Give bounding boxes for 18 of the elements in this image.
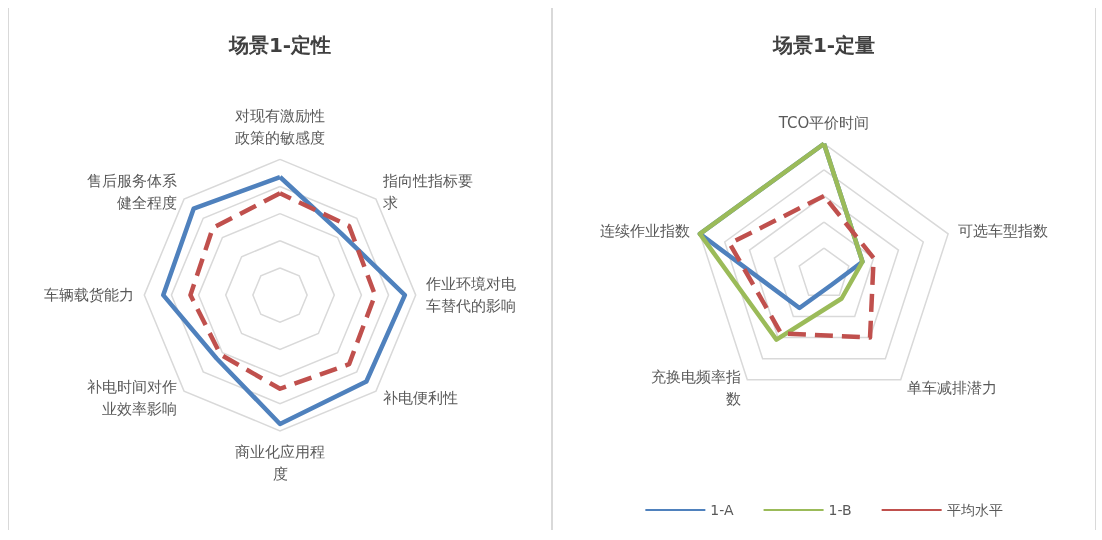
chart-title: 场景1-定性: [227, 33, 332, 57]
spoke-label: 售后服务体系健全程度: [86, 172, 177, 213]
legend-label: 1-A: [710, 502, 734, 518]
spoke-label: 指向性指标要求: [382, 172, 474, 213]
spoke-label: 商业化应用程度: [235, 442, 325, 483]
chart-title: 场景1-定量: [771, 33, 876, 57]
spoke-label: 对现有激励性政策的敏感度: [235, 107, 325, 148]
spoke-label: 连续作业指数: [600, 221, 691, 240]
spoke-label: 补电便利性: [383, 389, 459, 408]
spoke-label: 单车减排潜力: [906, 378, 997, 397]
legend-label: 1-B: [828, 502, 852, 518]
spoke-label: 车辆载货能力: [44, 286, 135, 305]
legend-label: 平均水平: [946, 502, 1003, 518]
spoke-label: 作业环境对电车替代的影响: [424, 275, 516, 316]
spoke-label: TCO平价时间: [777, 113, 870, 132]
spoke-label: 可选车型指数: [957, 221, 1048, 240]
spoke-label: 充换电频率指数: [651, 367, 742, 408]
spoke-label: 补电时间对作业效率影响: [86, 378, 177, 419]
